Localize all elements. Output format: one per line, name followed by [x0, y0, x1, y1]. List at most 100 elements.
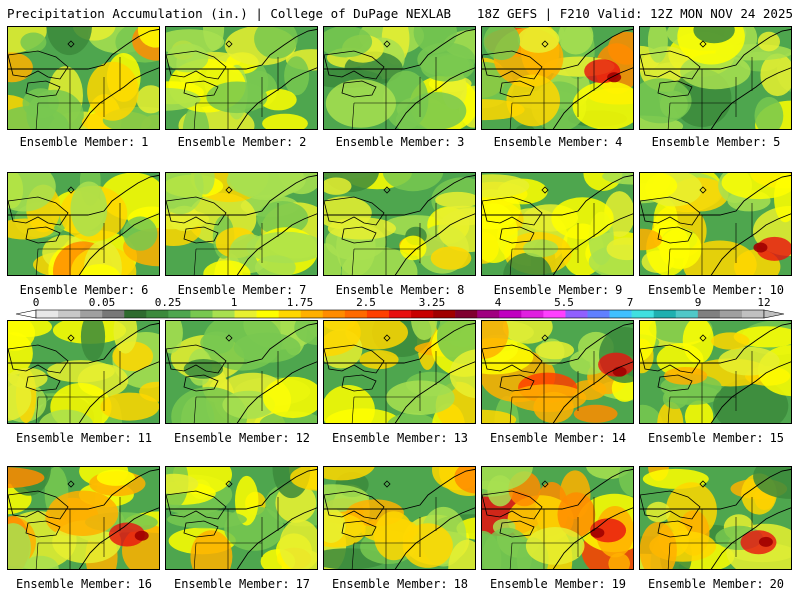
member-number: 8 — [457, 283, 465, 297]
colorbar-swatch — [697, 310, 721, 318]
member-label: Ensemble Member: — [647, 577, 764, 591]
colorbar-label: 0.05 — [89, 296, 116, 309]
colorbar-swatch — [36, 310, 59, 318]
member-label: Ensemble Member: — [489, 577, 606, 591]
member-caption-14: Ensemble Member: 14 — [479, 431, 637, 445]
member-map-1 — [7, 26, 160, 130]
member-map-3 — [323, 26, 476, 130]
member-caption-13: Ensemble Member: 13 — [321, 431, 479, 445]
colorbar-swatch — [256, 310, 279, 318]
member-caption-3: Ensemble Member: 3 — [321, 135, 479, 149]
member-number: 13 — [453, 431, 469, 445]
colorbar-swatch — [675, 310, 699, 318]
member-map-17 — [165, 466, 318, 570]
colorbar-label: 0 — [33, 296, 40, 309]
colorbar-swatch — [58, 310, 81, 318]
member-map-19 — [481, 466, 634, 570]
member-label: Ensemble Member: — [647, 431, 764, 445]
colorbar-swatch — [477, 310, 500, 318]
member-label: Ensemble Member: — [335, 283, 452, 297]
member-label: Ensemble Member: — [493, 135, 610, 149]
colorbar-label: 3.25 — [419, 296, 446, 309]
member-label: Ensemble Member: — [173, 431, 290, 445]
member-map-14 — [481, 320, 634, 424]
colorbar-label: 1.75 — [287, 296, 314, 309]
member-number: 11 — [137, 431, 153, 445]
member-number: 20 — [769, 577, 785, 591]
colorbar-swatch — [300, 310, 324, 318]
colorbar-swatch — [411, 310, 434, 318]
colorbar-label: 2.5 — [356, 296, 376, 309]
member-caption-1: Ensemble Member: 1 — [5, 135, 163, 149]
member-caption-6: Ensemble Member: 6 — [5, 283, 163, 297]
colorbar-label: 9 — [695, 296, 702, 309]
colorbar-swatch — [455, 310, 478, 318]
member-caption-7: Ensemble Member: 7 — [163, 283, 321, 297]
member-map-15 — [639, 320, 792, 424]
colorbar: 0 0.05 0.25 1 1.75 2.5 3.25 4 5.5 7 9 12 — [15, 296, 785, 319]
member-number: 9 — [615, 283, 623, 297]
member-caption-18: Ensemble Member: 18 — [321, 577, 479, 591]
member-caption-15: Ensemble Member: 15 — [637, 431, 795, 445]
member-map-18 — [323, 466, 476, 570]
member-map-8 — [323, 172, 476, 276]
member-label: Ensemble Member: — [173, 577, 290, 591]
member-label: Ensemble Member: — [15, 577, 132, 591]
member-label: Ensemble Member: — [177, 283, 294, 297]
member-map-2 — [165, 26, 318, 130]
member-caption-8: Ensemble Member: 8 — [321, 283, 479, 297]
member-map-20 — [639, 466, 792, 570]
member-number: 17 — [295, 577, 311, 591]
member-label: Ensemble Member: — [177, 135, 294, 149]
member-caption-10: Ensemble Member: 10 — [637, 283, 795, 297]
member-map-4 — [481, 26, 634, 130]
member-label: Ensemble Member: — [647, 283, 764, 297]
colorbar-swatch — [433, 310, 456, 318]
member-number: 5 — [773, 135, 781, 149]
member-caption-20: Ensemble Member: 20 — [637, 577, 795, 591]
colorbar-swatch — [190, 310, 213, 318]
member-number: 7 — [299, 283, 307, 297]
run-info: 18Z GEFS | F210 Valid: 12Z MON NOV 24 20… — [476, 6, 793, 21]
member-number: 4 — [615, 135, 623, 149]
member-label: Ensemble Member: — [335, 135, 452, 149]
colorbar-swatch — [124, 310, 147, 318]
member-number: 10 — [769, 283, 785, 297]
member-map-6 — [7, 172, 160, 276]
member-number: 6 — [141, 283, 149, 297]
colorbar-swatch — [719, 310, 743, 318]
colorbar-swatch — [80, 310, 103, 318]
member-map-5 — [639, 26, 792, 130]
member-caption-17: Ensemble Member: 17 — [163, 577, 321, 591]
colorbar-label: 12 — [757, 296, 770, 309]
member-number: 2 — [299, 135, 307, 149]
member-caption-12: Ensemble Member: 12 — [163, 431, 321, 445]
member-number: 18 — [453, 577, 469, 591]
colorbar-swatch — [322, 310, 346, 318]
colorbar-max-arrow — [763, 309, 785, 319]
member-label: Ensemble Member: — [331, 577, 448, 591]
member-map-9 — [481, 172, 634, 276]
member-number: 3 — [457, 135, 465, 149]
member-number: 14 — [611, 431, 627, 445]
colorbar-label: 0.25 — [155, 296, 182, 309]
colorbar-swatch — [631, 310, 654, 318]
colorbar-swatch — [344, 310, 368, 318]
map-title: Precipitation Accumulation (in.) | Colle… — [7, 6, 452, 21]
member-caption-19: Ensemble Member: 19 — [479, 577, 637, 591]
member-caption-16: Ensemble Member: 16 — [5, 577, 163, 591]
member-number: 16 — [137, 577, 153, 591]
colorbar-swatch — [146, 310, 169, 318]
member-label: Ensemble Member: — [489, 431, 606, 445]
colorbar-swatch — [278, 310, 302, 318]
colorbar-swatch — [234, 310, 257, 318]
member-map-10 — [639, 172, 792, 276]
colorbar-swatch — [521, 310, 544, 318]
colorbar-swatch — [168, 310, 191, 318]
member-number: 19 — [611, 577, 627, 591]
colorbar-swatch — [366, 310, 390, 318]
colorbar-label: 5.5 — [554, 296, 574, 309]
colorbar-swatch — [653, 310, 677, 318]
member-label: Ensemble Member: — [651, 135, 768, 149]
colorbar-swatch — [212, 310, 235, 318]
